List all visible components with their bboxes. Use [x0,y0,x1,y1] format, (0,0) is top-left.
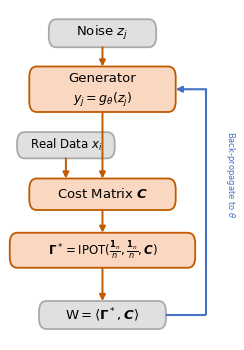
FancyBboxPatch shape [29,66,176,112]
Text: Back-propagate to $\theta$: Back-propagate to $\theta$ [224,131,237,219]
Text: Real Data $x_i$: Real Data $x_i$ [30,137,102,153]
FancyBboxPatch shape [39,301,166,329]
Text: $\boldsymbol{\Gamma}^* = \mathrm{IPOT}(\frac{\mathbf{1}_n}{n}, \frac{\mathbf{1}_: $\boldsymbol{\Gamma}^* = \mathrm{IPOT}(\… [48,239,157,261]
FancyBboxPatch shape [10,233,195,268]
Text: Cost Matrix $\boldsymbol{C}$: Cost Matrix $\boldsymbol{C}$ [57,187,148,201]
Text: Noise $z_j$: Noise $z_j$ [76,24,129,42]
FancyBboxPatch shape [29,178,176,210]
FancyBboxPatch shape [17,132,115,158]
Text: $y_j = g_{\theta}(z_j)$: $y_j = g_{\theta}(z_j)$ [73,91,132,109]
FancyBboxPatch shape [49,19,156,47]
Text: Generator: Generator [69,72,136,85]
Text: $\mathrm{W} = \langle \boldsymbol{\Gamma}^*, \boldsymbol{C} \rangle$: $\mathrm{W} = \langle \boldsymbol{\Gamma… [65,306,140,324]
